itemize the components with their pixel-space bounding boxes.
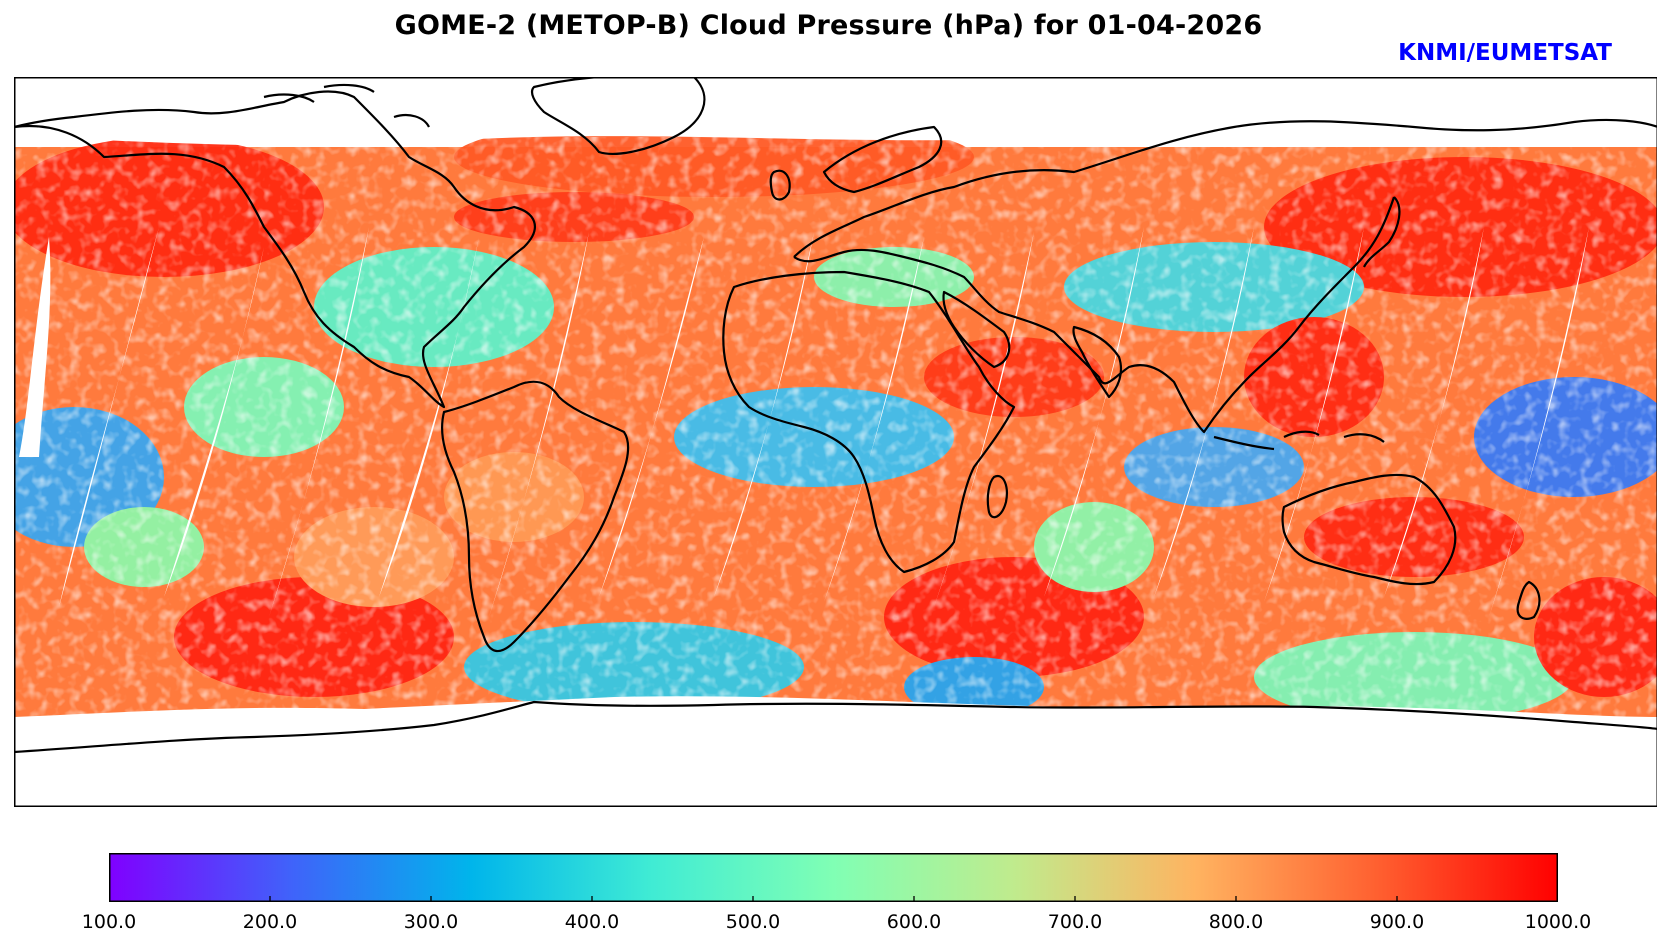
coast-antarctica (14, 700, 1657, 754)
coast-south-america (440, 380, 630, 653)
coast-uk (769, 169, 791, 201)
swath-gap (59, 227, 159, 607)
coast-europe-asia (793, 118, 1657, 434)
swath-gaps (19, 227, 1589, 617)
colorbar-gradient (109, 853, 1558, 902)
coast-madagascar (986, 474, 1008, 519)
coast-scandinavia (822, 125, 943, 194)
colorbar-tick-label: 300.0 (403, 911, 459, 933)
swath-gap (19, 237, 51, 457)
coast-arctic-islands (263, 83, 430, 128)
colorbar-tick-label: 500.0 (725, 911, 781, 933)
colorbar (109, 853, 1558, 902)
antarctic-no-data (14, 696, 1657, 807)
coast-australia (1281, 473, 1457, 586)
arctic-no-data (14, 77, 1657, 146)
coast-africa (722, 270, 1016, 574)
colorbar-tick-label: 200.0 (242, 911, 298, 933)
missing-data-speckle (14, 137, 1657, 757)
colorbar-tick-label: 900.0 (1369, 911, 1425, 933)
colorbar-tick-label: 600.0 (886, 911, 942, 933)
credit-label: KNMI/EUMETSAT (1398, 40, 1612, 66)
colorbar-tick-label: 100.0 (81, 911, 137, 933)
colorbar-tick-label: 1000.0 (1524, 911, 1592, 933)
coastlines (14, 77, 1657, 754)
cloud-pressure-map (14, 77, 1657, 807)
colorbar-tick-label: 400.0 (564, 911, 620, 933)
colorbar-tick-label: 800.0 (1208, 911, 1264, 933)
coast-north-america (14, 90, 536, 409)
colorbar-frame (109, 853, 1558, 902)
map-title: GOME-2 (METOP-B) Cloud Pressure (hPa) fo… (394, 10, 1263, 41)
colorbar-tick-label: 700.0 (1047, 911, 1103, 933)
map-frame (14, 77, 1657, 807)
coast-japan (1363, 196, 1401, 268)
coast-arabia (942, 290, 1011, 369)
coast-new-zealand (1516, 580, 1541, 620)
colorbar-ticks (109, 896, 1558, 902)
coast-greenland (530, 77, 706, 155)
coast-india (1072, 325, 1123, 399)
coast-indonesia (1213, 430, 1385, 451)
